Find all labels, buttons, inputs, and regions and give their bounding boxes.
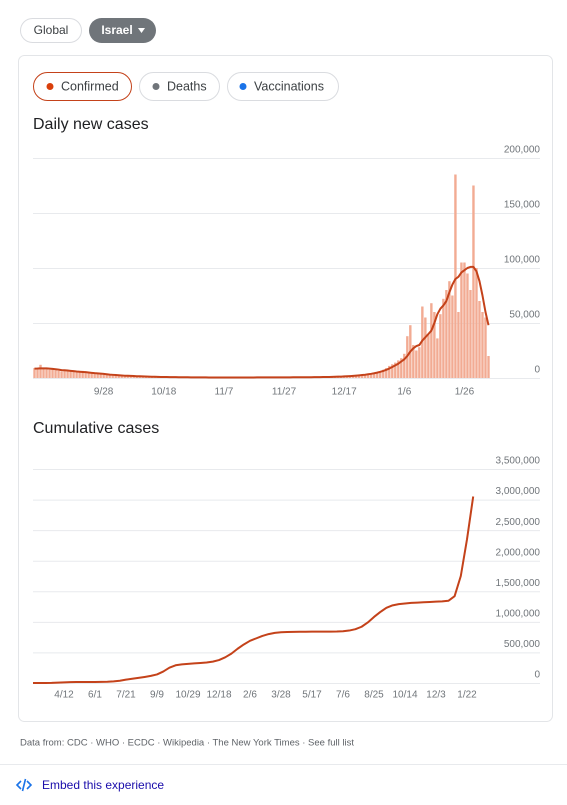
- y-tick-label: 0: [534, 670, 540, 681]
- embed-icon: [17, 779, 31, 791]
- tab-label: Israel: [101, 23, 132, 37]
- bar: [415, 351, 417, 379]
- bar: [78, 372, 80, 378]
- x-tick-label: 10/18: [151, 387, 176, 398]
- bar: [454, 175, 456, 379]
- bar: [466, 274, 468, 379]
- y-tick-label: 50,000: [509, 310, 540, 321]
- bar: [66, 371, 68, 378]
- bar: [69, 371, 71, 378]
- y-tick-label: 1,500,000: [496, 578, 541, 589]
- x-tick-label: 4/12: [54, 690, 74, 701]
- chip-label: Vaccinations: [254, 79, 324, 93]
- x-tick-label: 1/26: [455, 387, 475, 398]
- x-tick-label: 9/28: [94, 387, 114, 398]
- sources: Data from: CDC · WHO · ECDC · Wikipedia …: [20, 738, 354, 749]
- bar: [60, 371, 62, 378]
- x-tick-label: 1/6: [397, 387, 411, 398]
- x-tick-label: 3/28: [271, 690, 291, 701]
- x-tick-label: 7/6: [336, 690, 350, 701]
- bar: [424, 318, 426, 379]
- x-tick-label: 6/1: [88, 690, 102, 701]
- chip-dot: [47, 83, 54, 90]
- bar: [487, 356, 489, 378]
- bar: [478, 301, 480, 378]
- x-tick-label: 12/3: [426, 690, 446, 701]
- x-tick-label: 10/29: [175, 690, 200, 701]
- x-tick-label: 2/6: [243, 690, 257, 701]
- y-tick-label: 200,000: [504, 145, 541, 156]
- bar: [84, 373, 86, 379]
- y-tick-label: 0: [534, 365, 540, 376]
- bar: [460, 263, 462, 379]
- x-tick-label: 8/25: [364, 690, 384, 701]
- y-tick-label: 2,500,000: [496, 517, 541, 528]
- y-tick-label: 3,500,000: [496, 456, 541, 467]
- x-tick-label: 11/7: [215, 387, 234, 398]
- bar: [51, 369, 53, 378]
- bar: [99, 374, 101, 378]
- x-tick-label: 10/14: [392, 690, 417, 701]
- bar: [439, 314, 441, 378]
- bar: [63, 370, 65, 378]
- bar: [469, 290, 471, 378]
- bar: [430, 303, 432, 378]
- bar: [427, 334, 429, 378]
- x-tick-label: 7/21: [116, 690, 136, 701]
- bar: [457, 312, 459, 378]
- bar: [72, 372, 74, 378]
- bar: [484, 318, 486, 379]
- bar: [45, 369, 47, 378]
- y-tick-label: 150,000: [504, 200, 541, 211]
- bar: [463, 263, 465, 379]
- chip-dot: [153, 83, 160, 90]
- chip-label: Confirmed: [61, 79, 119, 93]
- bar: [475, 268, 477, 378]
- x-tick-label: 1/22: [457, 690, 477, 701]
- bar: [36, 369, 38, 378]
- bar: [54, 370, 56, 378]
- y-tick-label: 500,000: [504, 639, 541, 650]
- bar: [108, 375, 110, 378]
- chip-dot: [240, 83, 247, 90]
- x-tick-label: 9/9: [150, 690, 164, 701]
- y-tick-label: 1,000,000: [496, 608, 541, 619]
- chart-title: Cumulative cases: [33, 420, 159, 437]
- bar: [442, 299, 444, 378]
- embed-link[interactable]: Embed this experience: [42, 778, 164, 792]
- bar: [102, 375, 104, 378]
- y-tick-label: 2,000,000: [496, 547, 541, 558]
- chip-label: Deaths: [167, 79, 207, 93]
- bar: [48, 370, 50, 378]
- bar: [105, 375, 107, 378]
- bar: [481, 312, 483, 378]
- chart-title: Daily new cases: [33, 116, 149, 133]
- bar: [87, 373, 89, 378]
- bar: [90, 374, 92, 378]
- bar: [418, 347, 420, 378]
- bar: [75, 373, 77, 379]
- x-tick-label: 5/17: [302, 690, 322, 701]
- bar: [436, 338, 438, 378]
- bar: [39, 365, 41, 378]
- tab-label: Global: [34, 23, 69, 37]
- bar: [472, 186, 474, 379]
- y-tick-label: 100,000: [504, 255, 541, 266]
- bar: [451, 296, 453, 379]
- bar: [93, 374, 95, 378]
- bar: [57, 371, 59, 378]
- x-tick-label: 11/27: [272, 387, 297, 398]
- x-tick-label: 12/18: [206, 690, 231, 701]
- x-tick-label: 12/17: [332, 387, 357, 398]
- y-tick-label: 3,000,000: [496, 486, 541, 497]
